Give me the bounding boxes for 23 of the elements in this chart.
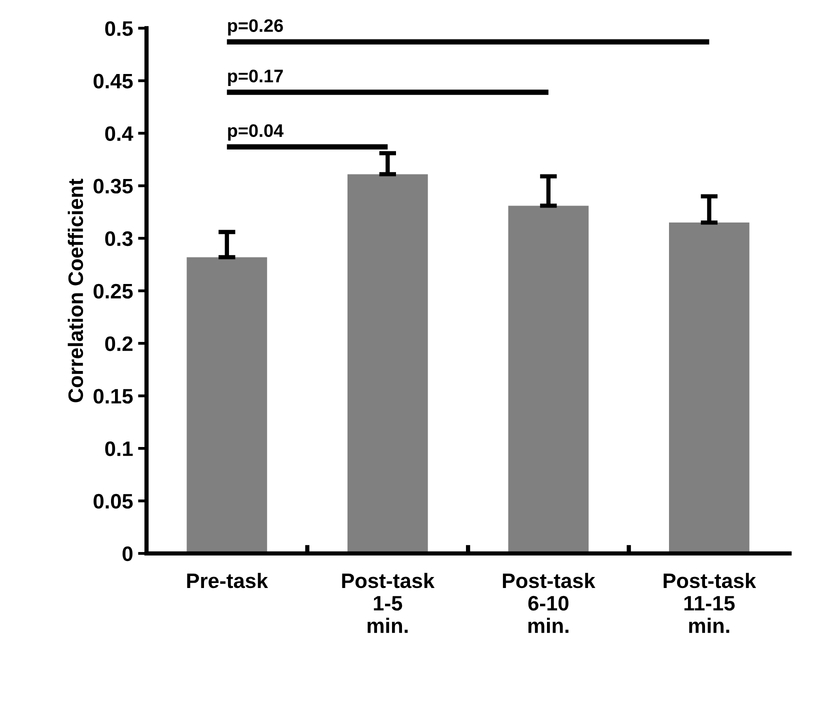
y-tick-label: 0: [122, 546, 132, 562]
y-tick-label: 0.05: [94, 494, 133, 509]
y-tick-label: 0.45: [94, 74, 133, 88]
y-tick-label: 0.1: [105, 441, 133, 456]
bar: [669, 222, 750, 554]
y-tick-label: 0.5: [105, 21, 133, 36]
x-tick-label: Post-task 6-10 min.: [502, 572, 596, 633]
y-tick-label: 0.2: [105, 336, 132, 352]
y-tick-label: 0.15: [94, 388, 133, 404]
y-tick-label: 0.3: [105, 231, 133, 246]
x-tick-label: Pre-task: [187, 572, 268, 588]
annotation: p=0.17: [228, 70, 283, 86]
annotation: p=0.26: [228, 19, 283, 36]
bar: [508, 206, 589, 554]
y-tick-label: 0.25: [94, 284, 133, 299]
bar: [186, 257, 268, 554]
x-tick-label: Post-task 1-5 min.: [342, 572, 435, 633]
y-axis-title: Correlation Coefficient: [68, 178, 84, 402]
x-tick-label: Post-task 11-15 min.: [664, 572, 756, 633]
y-tick-label: 0.35: [94, 178, 133, 194]
annotation: p=0.04: [228, 124, 284, 141]
bar: [347, 174, 428, 554]
y-tick-label: 0.4: [105, 126, 134, 141]
